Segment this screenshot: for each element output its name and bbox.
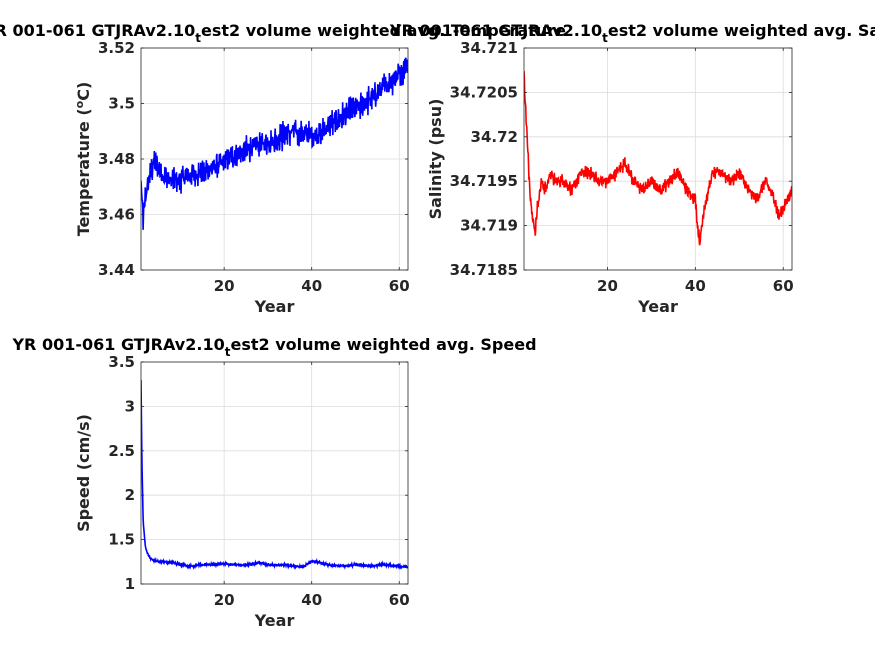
axes-box [140,361,409,585]
y-tick-label: 2 [125,486,135,504]
x-tick-label: 20 [597,277,618,295]
y-axis-label: Temperature (oC) [73,82,93,237]
y-tick-label: 34.721 [460,39,518,57]
x-tick-label: 20 [214,277,235,295]
chart-title: YR 001-061 GTJRAv2.10test2 volume weight… [11,335,536,359]
y-tick-label: 3.52 [98,39,135,57]
series-line [141,57,408,230]
chart-panel-3: 20 40 60 1 1.5 2 2.5 3 3.5 Year Speed (cm/s) YR 001… [11,335,536,630]
y-tick-label: 3.46 [98,206,135,224]
x-tick-label: 20 [214,591,235,609]
y-axis-label: Salinity (psu) [426,99,445,220]
x-axis-label: Year [254,611,295,630]
x-tick-label: 60 [773,277,794,295]
axes-box [523,47,793,271]
x-tick-label: 40 [301,591,322,609]
x-tick-label: 40 [301,277,322,295]
chart-panel-2: 20 40 60 34.7185 34.719 34.7195 34.72 34.7205 34… [389,21,875,316]
plot-area [141,362,408,584]
y-tick-label: 1 [125,575,135,593]
x-tick-label: 40 [685,277,706,295]
y-tick-label: 34.72 [471,128,518,146]
y-tick-label: 3.48 [98,150,135,168]
y-tick-label: 34.7185 [450,261,518,279]
x-axis-label: Year [637,297,678,316]
y-tick-label: 34.719 [460,217,518,235]
y-tick-label: 3.44 [98,261,135,279]
chart-title: YR 001-061 GTJRAv2.10test2 volume weight… [389,21,875,45]
y-tick-label: 3.5 [108,95,135,113]
x-tick-label: 60 [389,591,410,609]
chart-title: YR 001-061 GTJRAv2.10test2 volume weight… [0,21,566,45]
y-tick-label: 3.5 [108,353,135,371]
x-tick-label: 60 [389,277,410,295]
y-tick-label: 3 [125,397,135,415]
series-line [141,379,408,571]
chart-panel-1: 20 40 60 3.44 3.46 3.48 3.5 3.52 Year Temperature… [0,21,566,316]
y-tick-label: 34.7205 [450,83,518,101]
y-axis-label: Speed (cm/s) [74,414,93,532]
series-line [524,70,792,246]
y-tick-label: 2.5 [108,442,135,460]
y-tick-label: 34.7195 [450,172,518,190]
x-axis-label: Year [254,297,295,316]
plot-area [524,48,792,270]
y-tick-label: 1.5 [108,531,135,549]
